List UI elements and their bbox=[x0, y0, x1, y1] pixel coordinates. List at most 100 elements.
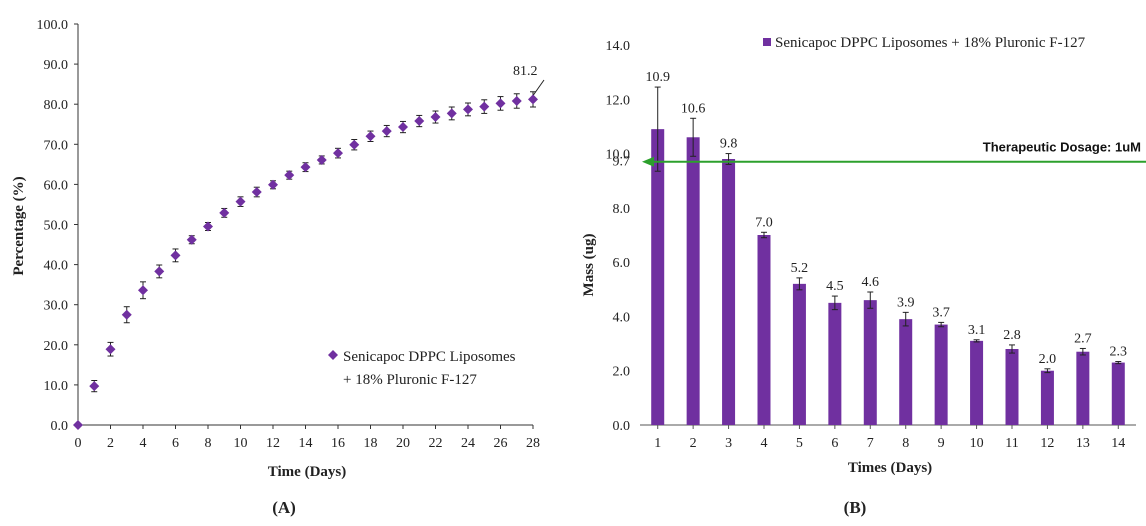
panel-a-data-point bbox=[479, 101, 490, 112]
panel-b-y-axis-title: Mass (ug) bbox=[581, 234, 597, 297]
panel-a-y-tick-label: 10.0 bbox=[44, 379, 69, 394]
panel-a-y-tick-label: 100.0 bbox=[37, 18, 69, 33]
panel-a-x-tick-label: 26 bbox=[494, 436, 508, 451]
panel-a-y-tick-label: 70.0 bbox=[44, 138, 69, 153]
panel-b-data-label: 5.2 bbox=[791, 261, 809, 276]
panel-a-data-point bbox=[333, 148, 343, 159]
panel-a-legend: Senicapoc DPPC Liposomes + 18% Pluronic … bbox=[328, 349, 516, 388]
panel-b-x-tick-label: 14 bbox=[1111, 436, 1125, 451]
panel-b-bar bbox=[970, 340, 984, 425]
panel-b-x-tick-label: 9 bbox=[938, 436, 945, 451]
panel-b-bar bbox=[686, 137, 700, 426]
panel-b-data-label: 10.6 bbox=[681, 101, 706, 116]
panel-b-bar bbox=[1076, 351, 1090, 425]
panel-a-data-point bbox=[73, 420, 83, 430]
panel-b-data-label: 2.7 bbox=[1074, 331, 1092, 346]
panel-a-data-point bbox=[105, 344, 116, 355]
panel-b-x-tick-label: 5 bbox=[796, 436, 803, 451]
panel-a-legend-line-2: + 18% Pluronic F-127 bbox=[343, 372, 477, 388]
panel-b-y-tick-label: 6.0 bbox=[613, 256, 631, 271]
panel-b-bar bbox=[757, 235, 771, 425]
panel-a-annotation-label: 81.2 bbox=[513, 64, 538, 79]
panel-b-bar bbox=[1111, 362, 1125, 425]
panel-a-data-point bbox=[316, 154, 327, 165]
panel-a-legend-marker bbox=[328, 350, 338, 360]
panel-a-data-point bbox=[528, 94, 538, 105]
panel-a-data-point bbox=[463, 104, 473, 115]
panel-a-data-point bbox=[170, 250, 181, 261]
panel-a-data-point bbox=[219, 207, 230, 218]
panel-b-y-tick-label: 12.0 bbox=[606, 93, 631, 108]
panel-b-x-tick-label: 6 bbox=[831, 436, 838, 451]
panel-a-x-tick-label: 28 bbox=[526, 436, 540, 451]
panel-b-data-label: 10.9 bbox=[645, 70, 670, 85]
panel-a-x-tick-label: 24 bbox=[461, 436, 475, 451]
panel-a-data-point bbox=[398, 122, 408, 133]
panel-b-y-tick-label: 14.0 bbox=[606, 39, 631, 54]
panel-a-data-point bbox=[446, 108, 457, 119]
panel-a-x-tick-label: 10 bbox=[234, 436, 248, 451]
panel-a-data-point bbox=[235, 196, 246, 207]
panel-b-bar bbox=[1005, 349, 1019, 425]
panel-a-data-point bbox=[430, 112, 441, 123]
panel-b-y-tick-label: 4.0 bbox=[613, 310, 631, 325]
panel-a-data-point bbox=[381, 126, 392, 137]
panel-b-data-label: 2.8 bbox=[1003, 328, 1021, 343]
panel-b-bar bbox=[651, 129, 665, 425]
panel-a-data-point bbox=[203, 221, 213, 232]
panel-b-y-tick-label: 10.0 bbox=[606, 148, 631, 163]
panel-a-x-tick-label: 8 bbox=[205, 436, 212, 451]
panel-b-data-label: 4.5 bbox=[826, 279, 844, 294]
panel-a-data-point bbox=[414, 116, 425, 127]
panel-a-data-point bbox=[268, 179, 278, 190]
panel-b-legend: Senicapoc DPPC Liposomes + 18% Pluronic … bbox=[763, 35, 1086, 51]
panel-b-reference-label: Therapeutic Dosage: 1uM bbox=[983, 140, 1141, 155]
panel-a-y-tick-label: 80.0 bbox=[44, 98, 69, 113]
panel-b-data-label: 4.6 bbox=[862, 275, 880, 290]
panel-a-y-tick-label: 0.0 bbox=[51, 419, 69, 434]
panel-a-x-tick-label: 22 bbox=[429, 436, 443, 451]
panel-b-x-tick-label: 11 bbox=[1005, 436, 1018, 451]
panel-b-x-tick-label: 7 bbox=[867, 436, 874, 451]
panel-b-x-tick-label: 8 bbox=[902, 436, 909, 451]
panel-a-x-tick-label: 4 bbox=[140, 436, 147, 451]
panel-a-x-tick-label: 20 bbox=[396, 436, 410, 451]
panel-a-data-point bbox=[300, 162, 311, 173]
panel-b-data-label: 2.3 bbox=[1110, 344, 1128, 359]
panel-b-bar bbox=[828, 302, 842, 425]
panel-b-y-tick-label: 8.0 bbox=[613, 202, 631, 217]
panel-a-y-tick-label: 20.0 bbox=[44, 339, 69, 354]
panel-b-data-label: 3.1 bbox=[968, 323, 986, 338]
panel-b-legend-label: Senicapoc DPPC Liposomes + 18% Pluronic … bbox=[775, 35, 1086, 51]
panel-a-y-axis-title: Percentage (%) bbox=[11, 176, 27, 275]
panel-b-x-tick-label: 10 bbox=[970, 436, 984, 451]
panel-a-data-point bbox=[186, 234, 197, 245]
panel-b-bar bbox=[1040, 370, 1054, 425]
panel-b-bar bbox=[934, 324, 948, 425]
panel-b-bar bbox=[899, 319, 913, 425]
panel-a-x-tick-label: 12 bbox=[266, 436, 280, 451]
panel-a-x-tick-label: 0 bbox=[75, 436, 82, 451]
panel-b-reference-axis-label: 9.7 bbox=[613, 155, 631, 170]
panel-b-x-tick-label: 13 bbox=[1076, 436, 1090, 451]
panel-a-y-tick-label: 30.0 bbox=[44, 299, 69, 314]
panel-a-x-tick-label: 2 bbox=[107, 436, 114, 451]
panel-b-data-label: 3.9 bbox=[897, 295, 915, 310]
panel-a-label: (A) bbox=[272, 498, 296, 517]
panel-a-data-point bbox=[89, 381, 100, 392]
panel-a-x-tick-label: 6 bbox=[172, 436, 179, 451]
panel-a-x-tick-label: 18 bbox=[364, 436, 378, 451]
panel-a-y-tick-label: 90.0 bbox=[44, 58, 69, 73]
panel-a-data-point bbox=[511, 95, 522, 106]
panel-b-reference-arrowhead bbox=[642, 156, 654, 167]
panel-a-y-tick-label: 40.0 bbox=[44, 259, 69, 274]
panel-b-data-label: 3.7 bbox=[932, 305, 950, 320]
panel-b-data-label: 7.0 bbox=[755, 215, 773, 230]
panel-a-data-point bbox=[349, 139, 360, 150]
panel-b-x-axis-title: Times (Days) bbox=[848, 460, 932, 476]
panel-b-x-tick-label: 12 bbox=[1040, 436, 1054, 451]
panel-b-x-tick-label: 1 bbox=[654, 436, 661, 451]
panel-a-data-point bbox=[251, 187, 262, 198]
